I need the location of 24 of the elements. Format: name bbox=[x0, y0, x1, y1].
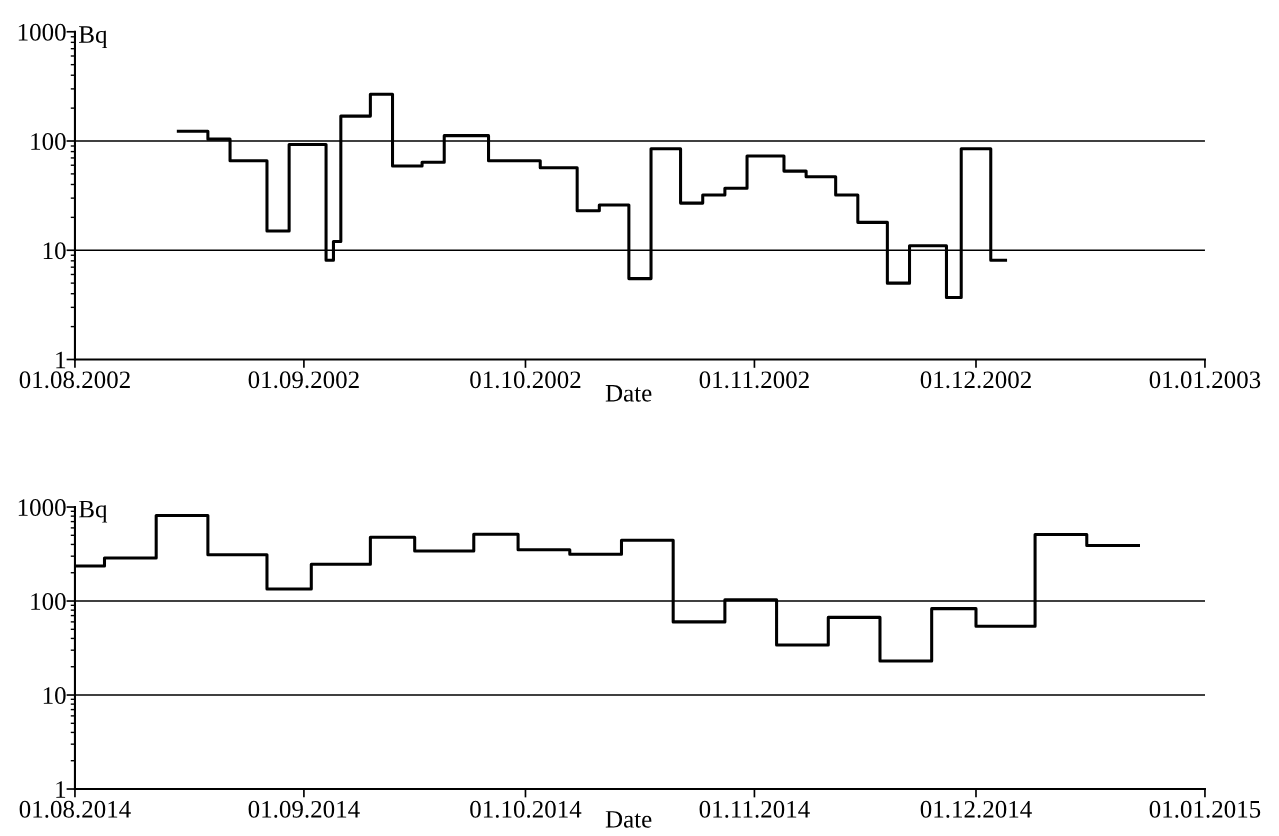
x-axis-title: Date bbox=[605, 385, 652, 402]
y-tick-label: 1 bbox=[56, 781, 66, 798]
x-tick-label: 01.09.2002 bbox=[248, 371, 359, 389]
x-tick-label: 01.01.2015 bbox=[1149, 800, 1261, 818]
x-tick-label: 01.01.2003 bbox=[1149, 371, 1261, 389]
y-tick-label: 10 bbox=[43, 242, 66, 260]
x-tick-label: 01.12.2014 bbox=[920, 800, 1032, 818]
y-tick-label: 1000 bbox=[18, 23, 66, 41]
x-tick-label: 01.10.2002 bbox=[470, 371, 581, 389]
y-axis-title: Bq bbox=[79, 26, 108, 49]
x-tick-label: 01.12.2002 bbox=[920, 371, 1031, 389]
y-tick-label: 10 bbox=[43, 687, 66, 704]
x-tick-label: 01.11.2002 bbox=[699, 371, 809, 389]
x-tick-label: 01.09.2014 bbox=[248, 800, 360, 818]
y-tick-label: 1 bbox=[56, 351, 66, 369]
y-tick-label: 100 bbox=[31, 133, 66, 150]
x-tick-label: 01.10.2014 bbox=[470, 800, 582, 818]
x-tick-label: 01.08.2002 bbox=[19, 371, 130, 389]
x-axis-title: Date bbox=[605, 811, 652, 828]
x-tick-label: 01.11.2014 bbox=[699, 800, 810, 818]
x-tick-label: 01.08.2014 bbox=[19, 800, 131, 818]
y-tick-label: 100 bbox=[31, 593, 66, 610]
y-axis-title: Bq bbox=[79, 500, 108, 523]
y-tick-label: 1000 bbox=[18, 499, 66, 516]
